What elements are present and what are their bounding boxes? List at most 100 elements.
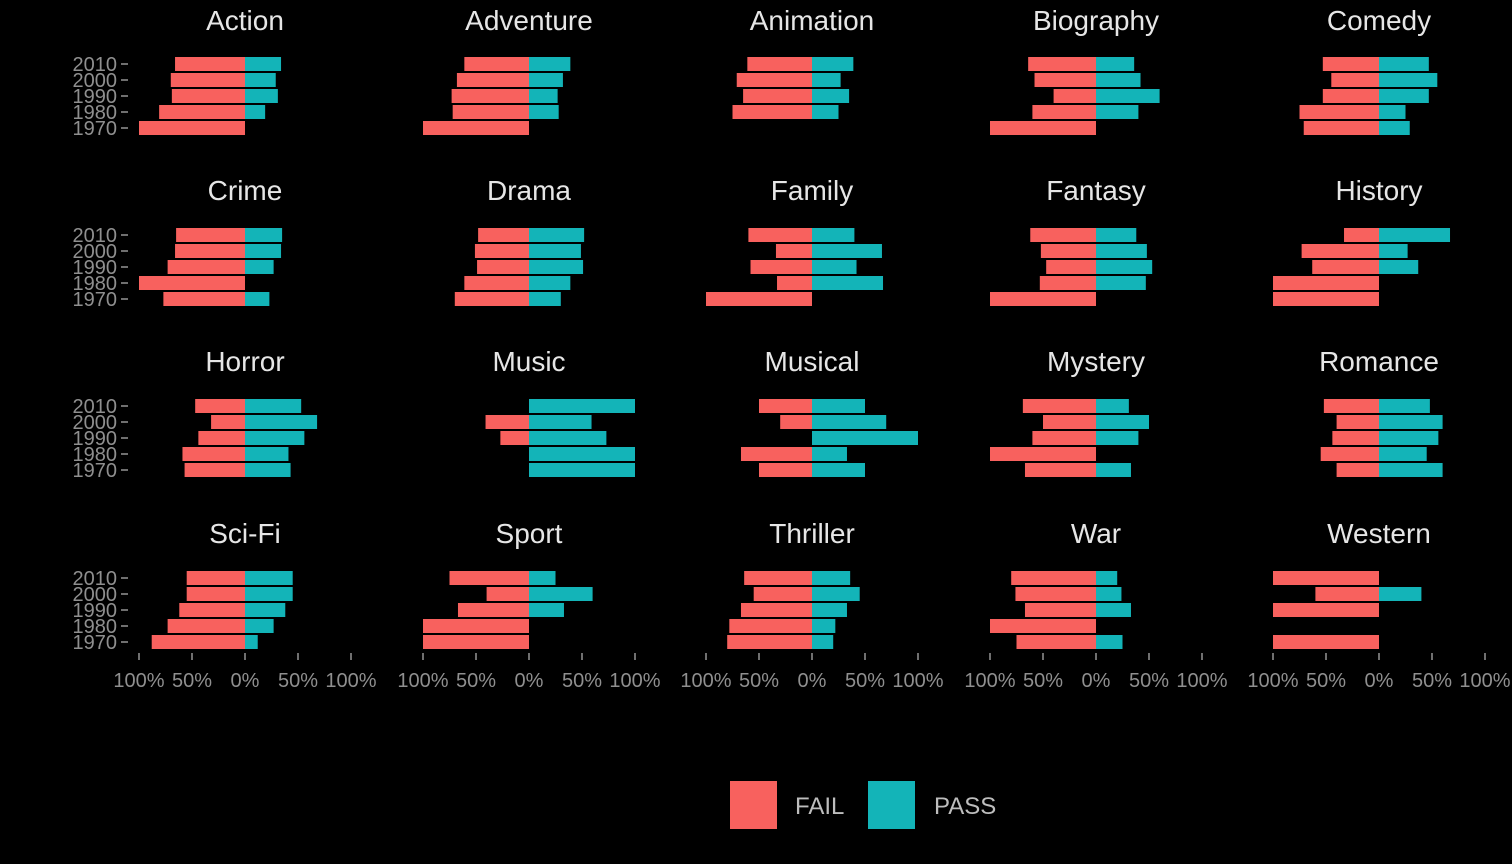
bar-fail-sci-fi-2010 bbox=[186, 571, 245, 585]
bar-fail-crime-2010 bbox=[176, 228, 245, 242]
bar-fail-family-1980 bbox=[777, 276, 812, 290]
bar-pass-war-2000 bbox=[1096, 587, 1122, 601]
y-tick-label-1980: 1980 bbox=[73, 616, 118, 638]
facet-title-horror: Horror bbox=[205, 346, 284, 377]
y-tick-label-2000: 2000 bbox=[73, 412, 118, 434]
y-tick-label-1970: 1970 bbox=[73, 460, 118, 482]
bar-pass-romance-2000 bbox=[1379, 415, 1443, 429]
bar-fail-drama-2000 bbox=[474, 244, 529, 258]
bar-fail-thriller-2000 bbox=[753, 587, 812, 601]
bar-pass-sci-fi-2000 bbox=[245, 587, 293, 601]
bar-fail-adventure-1990 bbox=[451, 89, 529, 103]
y-tick-label-2010: 2010 bbox=[73, 396, 118, 418]
bar-pass-action-2010 bbox=[245, 57, 282, 71]
bar-pass-romance-1990 bbox=[1379, 431, 1439, 445]
x-tick-label-western-0: 100% bbox=[1247, 670, 1298, 692]
bar-pass-fantasy-1980 bbox=[1096, 276, 1146, 290]
bar-fail-biography-1990 bbox=[1053, 89, 1096, 103]
bar-pass-comedy-2010 bbox=[1379, 57, 1429, 71]
x-tick-label-western-1: 50% bbox=[1306, 670, 1346, 692]
bar-fail-western-1990 bbox=[1273, 603, 1379, 617]
bar-pass-fantasy-1990 bbox=[1096, 260, 1153, 274]
facet-title-sci-fi: Sci-Fi bbox=[209, 518, 281, 549]
bar-fail-western-2010 bbox=[1273, 571, 1379, 585]
bar-fail-drama-1980 bbox=[464, 276, 529, 290]
bar-fail-adventure-1970 bbox=[423, 121, 529, 135]
bar-pass-war-1970 bbox=[1096, 635, 1123, 649]
bar-fail-mystery-1980 bbox=[990, 447, 1096, 461]
facet-title-biography: Biography bbox=[1033, 5, 1159, 36]
facet-title-war: War bbox=[1071, 518, 1121, 549]
bar-pass-thriller-2010 bbox=[812, 571, 851, 585]
facet-title-romance: Romance bbox=[1319, 346, 1439, 377]
bar-fail-history-2000 bbox=[1301, 244, 1379, 258]
bar-pass-crime-1990 bbox=[245, 260, 274, 274]
bar-fail-music-2000 bbox=[485, 415, 529, 429]
bar-fail-family-1970 bbox=[706, 292, 812, 306]
facet-thriller: Thriller 100% 50% 0% 50% 100% bbox=[680, 518, 943, 692]
bar-fail-adventure-1980 bbox=[452, 105, 529, 119]
bar-pass-war-1990 bbox=[1096, 603, 1131, 617]
bar-fail-sport-1980 bbox=[423, 619, 529, 633]
bar-fail-thriller-1980 bbox=[729, 619, 812, 633]
bar-fail-action-2000 bbox=[170, 73, 245, 87]
facet-title-fantasy: Fantasy bbox=[1046, 175, 1146, 206]
facet-adventure: Adventure bbox=[423, 5, 593, 135]
bar-fail-mystery-2000 bbox=[1043, 415, 1096, 429]
y-tick-label-1970: 1970 bbox=[73, 632, 118, 654]
legend-key-fail bbox=[730, 781, 777, 829]
facet-title-crime: Crime bbox=[208, 175, 283, 206]
bar-pass-drama-1990 bbox=[529, 260, 584, 274]
bar-fail-crime-2000 bbox=[175, 244, 245, 258]
bar-pass-family-2000 bbox=[812, 244, 882, 258]
facet-title-drama: Drama bbox=[487, 175, 571, 206]
x-tick-label-sci-fi-2: 0% bbox=[231, 670, 260, 692]
bar-fail-fantasy-1980 bbox=[1039, 276, 1096, 290]
y-tick-label-1980: 1980 bbox=[73, 273, 118, 295]
bar-pass-drama-1970 bbox=[529, 292, 561, 306]
bar-pass-musical-2000 bbox=[812, 415, 887, 429]
bar-fail-action-2010 bbox=[175, 57, 245, 71]
bar-pass-sci-fi-2010 bbox=[245, 571, 293, 585]
bar-pass-action-1980 bbox=[245, 105, 266, 119]
bar-fail-animation-2000 bbox=[736, 73, 812, 87]
bar-fail-sport-2010 bbox=[449, 571, 529, 585]
x-tick-label-sci-fi-4: 100% bbox=[325, 670, 376, 692]
bar-pass-animation-1990 bbox=[812, 89, 850, 103]
bar-fail-animation-2010 bbox=[747, 57, 812, 71]
bar-fail-biography-1980 bbox=[1032, 105, 1096, 119]
facet-title-sport: Sport bbox=[496, 518, 563, 549]
bar-pass-music-1970 bbox=[529, 463, 635, 477]
y-tick-label-1970: 1970 bbox=[73, 289, 118, 311]
y-tick-label-1990: 1990 bbox=[73, 428, 118, 450]
bar-fail-horror-1970 bbox=[184, 463, 245, 477]
x-tick-label-war-1: 50% bbox=[1023, 670, 1063, 692]
bar-fail-crime-1980 bbox=[139, 276, 245, 290]
bar-pass-comedy-1990 bbox=[1379, 89, 1429, 103]
bar-fail-romance-2000 bbox=[1336, 415, 1379, 429]
x-tick-label-western-3: 50% bbox=[1412, 670, 1452, 692]
bar-fail-sci-fi-1970 bbox=[151, 635, 245, 649]
bar-fail-romance-2010 bbox=[1323, 399, 1379, 413]
facet-title-adventure: Adventure bbox=[465, 5, 593, 36]
bar-pass-western-2000 bbox=[1379, 587, 1422, 601]
bar-fail-fantasy-1990 bbox=[1046, 260, 1096, 274]
bar-pass-fantasy-2000 bbox=[1096, 244, 1147, 258]
bar-pass-musical-1990 bbox=[812, 431, 918, 445]
facet-drama: Drama bbox=[454, 175, 585, 306]
bar-pass-sci-fi-1970 bbox=[245, 635, 258, 649]
bar-fail-war-1970 bbox=[1016, 635, 1096, 649]
bar-fail-biography-2010 bbox=[1028, 57, 1096, 71]
bar-pass-sport-2010 bbox=[529, 571, 556, 585]
y-tick-label-2000: 2000 bbox=[73, 584, 118, 606]
bar-pass-crime-2000 bbox=[245, 244, 282, 258]
facet-title-music: Music bbox=[492, 346, 565, 377]
bar-fail-history-2010 bbox=[1344, 228, 1379, 242]
bar-fail-thriller-1990 bbox=[740, 603, 812, 617]
bar-fail-sport-1990 bbox=[457, 603, 529, 617]
bar-pass-fantasy-2010 bbox=[1096, 228, 1137, 242]
